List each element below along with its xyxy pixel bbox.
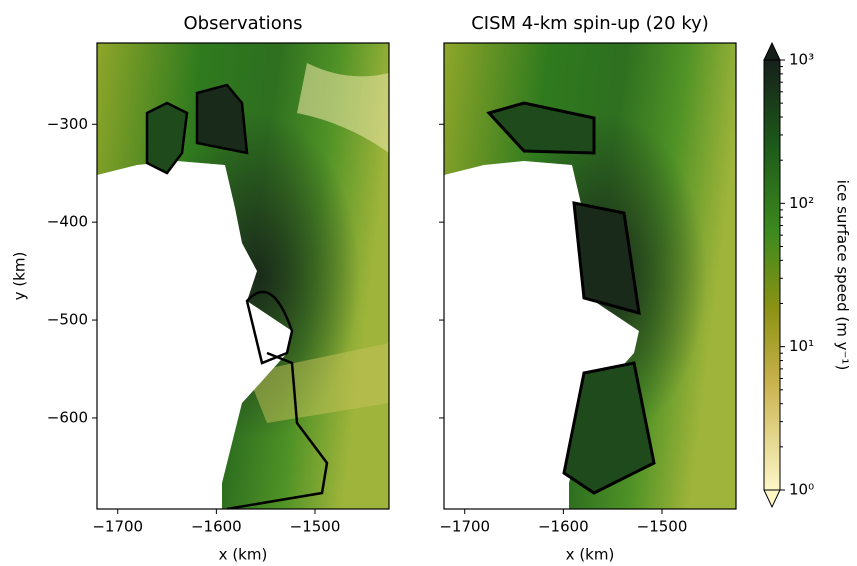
axes-frame [96,42,390,510]
y-tick-label: −300 [47,115,88,133]
x-tick-label: −1600 [191,518,242,536]
colorbar-frame [763,59,781,491]
x-axis-label: x (km) [219,546,268,564]
speed-field [444,43,736,509]
colorbar-tick-label: 10⁰ [789,481,814,499]
speed-field [97,43,389,509]
axes-frame [443,42,737,510]
x-tick-label: −1700 [439,518,490,536]
colorbar-fill [764,60,780,490]
chart-title: Observations [184,13,303,34]
colorbar-extend-top [763,41,781,61]
colorbar-tick-label: 10³ [789,51,814,69]
y-tick-label: −600 [47,408,88,426]
y-tick-label: −400 [47,213,88,231]
y-tick-label: −500 [47,311,88,329]
x-tick-label: −1500 [290,518,341,536]
colorbar-label: ice surface speed (m y⁻¹) [834,180,852,371]
colorbar-extend-bottom [763,489,781,509]
colorbar-tick-label: 10¹ [789,337,814,355]
colorbar-tick-label: 10² [789,194,814,212]
x-tick-label: −1600 [538,518,589,536]
x-tick-label: −1500 [637,518,688,536]
x-axis-label: x (km) [566,546,615,564]
chart-title: CISM 4-km spin-up (20 ky) [471,13,709,34]
x-tick-label: −1700 [92,518,143,536]
y-axis-label: y (km) [11,252,29,301]
